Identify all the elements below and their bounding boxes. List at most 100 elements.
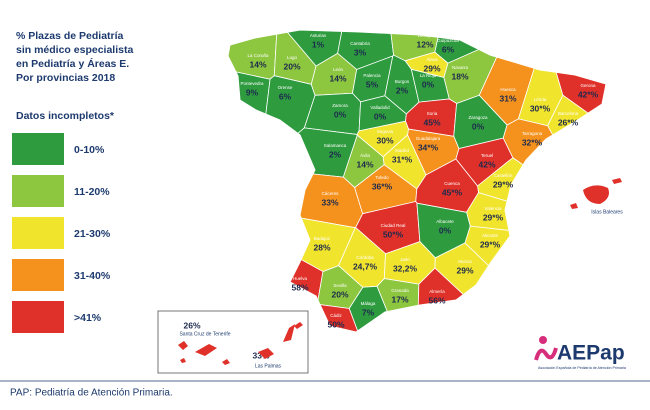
- province-name: Valencia: [485, 206, 502, 211]
- province-value: 2%: [396, 85, 409, 95]
- province-value: 6%: [279, 91, 292, 101]
- legend-swatch: [12, 133, 64, 165]
- province-name: León: [333, 67, 344, 72]
- province-name: Barcelona: [558, 111, 579, 116]
- island-name: Santa Cruz de Tenerife: [179, 331, 230, 337]
- province-name: La Rioja: [420, 73, 437, 78]
- logo-text: AEPap: [557, 342, 625, 365]
- province-name: Huesca: [500, 87, 516, 92]
- province-value: 50*%: [383, 229, 404, 239]
- legend-swatch: [12, 259, 64, 291]
- province-name: Cáceres: [322, 191, 340, 196]
- province-name: Burgos: [395, 79, 410, 84]
- province-value: 45*%: [442, 187, 463, 197]
- province-value: 30*%: [530, 103, 551, 113]
- title-line: % Plazas de Pediatría: [16, 30, 124, 42]
- island-name: Islas Baleares: [591, 209, 623, 215]
- province-name: Almería: [429, 289, 445, 294]
- province-value: 50%: [327, 319, 344, 329]
- province-value: 0%: [472, 121, 485, 131]
- province-value: 0%: [374, 111, 387, 121]
- province-name: Gerona: [580, 83, 596, 88]
- province-value: 5%: [366, 79, 379, 89]
- province-name: Ávila: [360, 152, 370, 158]
- province-value: 9%: [246, 87, 259, 97]
- province-value: 1%: [312, 39, 325, 49]
- province-name: Lugo: [287, 55, 298, 60]
- province-value: 29%: [423, 63, 440, 73]
- province-name: Soria: [427, 111, 438, 116]
- province-value: 17%: [391, 294, 408, 304]
- province-value: 29*%: [483, 212, 504, 222]
- province-value: 42%: [478, 159, 495, 169]
- province-value: 0%: [422, 79, 435, 89]
- province-value: 31*%: [392, 154, 413, 164]
- province-value: 31%: [499, 93, 516, 103]
- province-name: Lérida: [534, 97, 547, 102]
- legend-heading: Datos incompletos*: [16, 110, 115, 122]
- province-name: Teruel: [481, 153, 493, 158]
- province-name: Albacete: [436, 219, 454, 224]
- logo-icon: [534, 347, 558, 361]
- province-value: 33%: [321, 197, 338, 207]
- island-value: 26%: [183, 320, 200, 330]
- title-line: sin médico especialista: [16, 44, 133, 56]
- province-value: 56%: [428, 295, 445, 305]
- province-name: Sevilla: [333, 283, 347, 288]
- province-name: Salamanca: [324, 143, 347, 148]
- province-name: Valladolid: [370, 105, 390, 110]
- province-value: 58%: [291, 282, 308, 292]
- legend-label: 11-20%: [74, 186, 110, 198]
- province-name: Madrid: [395, 148, 409, 153]
- province-value: 26*%: [558, 117, 579, 127]
- province-name: Alicante: [482, 233, 499, 238]
- province-name: Navarra: [452, 65, 469, 70]
- island: [570, 178, 622, 209]
- legend-swatch: [12, 175, 64, 207]
- province-name: Asturias: [310, 33, 327, 38]
- province-name: Tarragona: [522, 131, 543, 136]
- province-value: 20%: [331, 289, 348, 299]
- province-value: 3%: [354, 47, 367, 57]
- province-value: 7%: [362, 307, 375, 317]
- province-value: 28%: [313, 242, 330, 252]
- province-value: 12%: [416, 39, 433, 49]
- province-name: Palencia: [363, 73, 381, 78]
- province-value: 20%: [283, 61, 300, 71]
- province-name: Zamora: [332, 103, 348, 108]
- province-name: Jaén: [400, 257, 410, 262]
- legend-swatch: [12, 301, 64, 333]
- province-name: Cuenca: [444, 181, 460, 186]
- legend-label: 31-40%: [74, 270, 111, 282]
- province-name: Málaga: [361, 301, 376, 306]
- province-value: 32*%: [522, 137, 543, 147]
- title-line: Por provincias 2018: [16, 72, 115, 84]
- province-name: Murcia: [458, 259, 472, 264]
- province-name: Álava: [426, 56, 438, 62]
- coastline: [227, 29, 607, 333]
- legend-label: >41%: [74, 312, 102, 324]
- province-name: Orense: [278, 85, 293, 90]
- province-name: Granada: [391, 288, 409, 293]
- province-value: 0%: [334, 109, 347, 119]
- province-value: 34*%: [418, 142, 439, 152]
- province-value: 45%: [423, 117, 440, 127]
- legend: 0-10% 11-20% 21-30% 31-40% >41%: [12, 133, 111, 333]
- province-value: 42*%: [578, 89, 599, 99]
- province-value: 14%: [249, 59, 266, 69]
- province-value: 6%: [442, 44, 455, 54]
- legend-label: 0-10%: [74, 144, 105, 156]
- province-name: Toledo: [375, 175, 389, 180]
- footer: PAP: Pediatría de Atención Primaria.: [10, 388, 173, 399]
- province-name: Ciudad Real: [381, 223, 406, 228]
- province-name: Cantabria: [350, 41, 370, 46]
- province-name: Zaragoza: [468, 115, 488, 120]
- logo: AEPap Asociación Española de Pediatría d…: [534, 336, 626, 370]
- province-value: 29*%: [493, 179, 514, 189]
- province-name: Guadalajara: [416, 136, 441, 141]
- province-name: Cádiz: [330, 313, 342, 318]
- island: [258, 322, 303, 359]
- province-value: 29%: [456, 265, 473, 275]
